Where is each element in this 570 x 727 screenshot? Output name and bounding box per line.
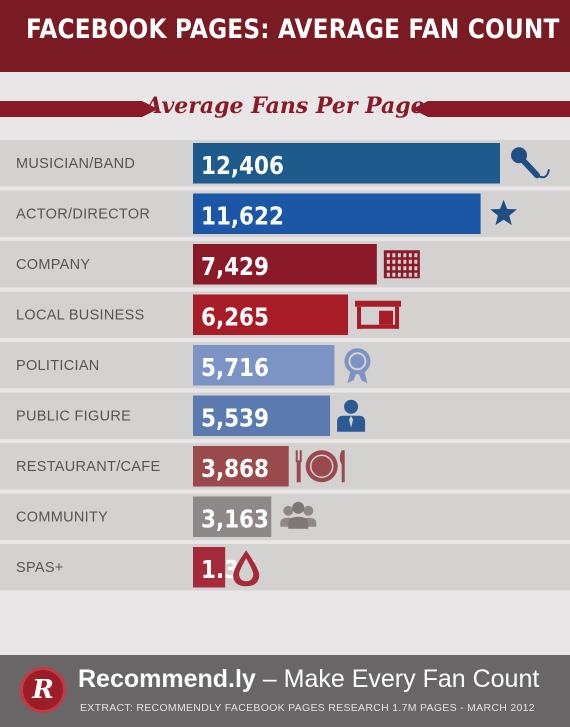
bar (193, 446, 289, 487)
group-icon (280, 501, 317, 529)
bar-row: ACTOR/DIRECTOR 11,622 (0, 190, 570, 237)
category-label: COMPANY (16, 257, 90, 273)
value-label: 3,868 (201, 454, 269, 483)
bar-row: MUSICIAN/BAND 12,406 (0, 140, 570, 187)
storefront-icon (355, 300, 402, 329)
chart-ribbon: Average Fans Per Page (0, 92, 570, 126)
fork-plate-knife-icon (295, 450, 345, 483)
chart-title: Average Fans Per Page (145, 93, 425, 119)
value-label: 12,406 (201, 151, 284, 180)
source-note: EXTRACT: RECOMMENDLY FACEBOOK PAGES RESE… (80, 702, 535, 714)
bar-row: COMMUNITY 3,163 (0, 493, 570, 540)
microphone-icon (511, 147, 550, 179)
ribbon-award-icon (344, 348, 371, 384)
category-label: PUBLIC FIGURE (16, 409, 131, 425)
bar-row: POLITICIAN 5,716 (0, 342, 570, 389)
ribbon-right-arrow (412, 101, 570, 117)
bar (193, 395, 331, 436)
brand-tagline: – Make Every Fan Count (255, 665, 540, 693)
category-label: COMMUNITY (16, 510, 108, 526)
footer: R Recommend.ly – Make Every Fan Count EX… (0, 655, 570, 727)
category-label: ACTOR/DIRECTOR (16, 207, 150, 223)
value-label: 5,716 (201, 353, 269, 382)
category-label: MUSICIAN/BAND (16, 156, 135, 172)
brand-name: Recommend.ly (78, 665, 256, 693)
bar (193, 193, 481, 234)
category-label: POLITICIAN (16, 358, 100, 374)
bar-row: SPAS+ 1.3K (0, 544, 570, 591)
value-label: 6,265 (201, 303, 269, 332)
star-icon (490, 199, 517, 226)
building-icon (383, 250, 420, 279)
value-label: 7,429 (201, 252, 269, 281)
ribbon-left-arrow (0, 101, 158, 117)
header-banner: FACEBOOK PAGES: AVERAGE FAN COUNT (0, 0, 570, 72)
brand-logo: R (20, 667, 66, 713)
logo-letter: R (32, 675, 54, 705)
bar (193, 244, 377, 285)
bar-row: COMPANY 7,429 (0, 241, 570, 288)
page-title: FACEBOOK PAGES: AVERAGE FAN COUNT (26, 14, 560, 45)
row-background (0, 493, 570, 540)
bar-row: RESTAURANT/CAFE 3,868 (0, 443, 570, 490)
value-label: 5,539 (201, 404, 269, 433)
row-background (0, 544, 570, 591)
bar (193, 496, 272, 537)
category-label: LOCAL BUSINESS (16, 308, 145, 324)
bar-row: PUBLIC FIGURE 5,539 (0, 392, 570, 439)
value-label: 11,622 (201, 202, 284, 231)
bar (193, 547, 226, 588)
drop-icon (233, 550, 260, 587)
bar (193, 294, 349, 335)
bar (193, 345, 335, 386)
bar-row: LOCAL BUSINESS 6,265 (0, 291, 570, 338)
category-label: RESTAURANT/CAFE (16, 459, 160, 475)
category-label: SPAS+ (16, 560, 64, 576)
brand-line: Recommend.ly – Make Every Fan Count (78, 665, 539, 694)
bar (193, 143, 500, 184)
value-label: 3,163 (201, 505, 269, 534)
person-icon (337, 399, 366, 432)
bar-chart: MUSICIAN/BAND 12,406 ACTOR/DIRECTOR 11,622 C… (0, 140, 570, 591)
